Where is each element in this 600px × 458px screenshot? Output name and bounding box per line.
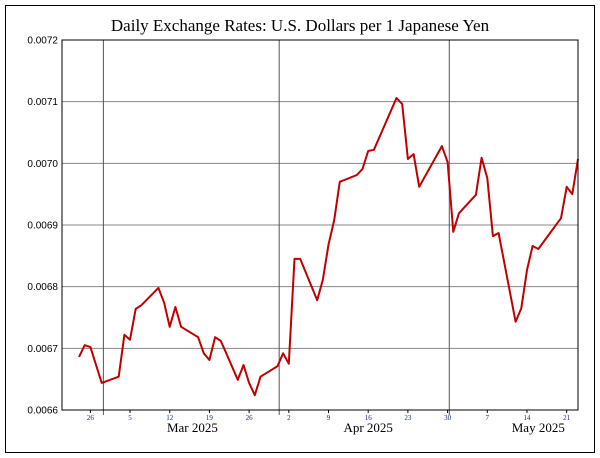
x-day-tick-label: 16 <box>365 414 373 422</box>
x-month-label: Apr 2025 <box>343 420 392 435</box>
x-day-tick-label: 14 <box>523 414 531 422</box>
chart-title: Daily Exchange Rates: U.S. Dollars per 1… <box>111 16 490 35</box>
x-day-tick-label: 7 <box>486 414 490 422</box>
x-day-tick-label: 23 <box>404 414 412 422</box>
x-day-tick-label: 12 <box>166 414 174 422</box>
x-day-tick-label: 21 <box>563 414 571 422</box>
y-tick-label: 0.0067 <box>27 344 58 355</box>
y-tick-label: 0.0071 <box>27 97 58 108</box>
x-day-tick-label: 9 <box>327 414 331 422</box>
y-tick-label: 0.0070 <box>27 159 58 170</box>
y-tick-label: 0.0066 <box>27 406 58 417</box>
x-day-tick-label: 2 <box>287 414 291 422</box>
y-tick-label: 0.0068 <box>27 282 58 293</box>
x-day-tick-label: 26 <box>87 414 95 422</box>
x-day-tick-label: 19 <box>206 414 214 422</box>
x-month-label: Mar 2025 <box>167 420 218 435</box>
outer-border <box>5 5 595 453</box>
x-day-tick-label: 26 <box>246 414 254 422</box>
plot-frame <box>61 39 579 411</box>
x-day-tick-label: 5 <box>128 414 132 422</box>
y-tick-label: 0.0069 <box>27 221 58 232</box>
x-month-label: May 2025 <box>512 420 565 435</box>
x-day-tick-label: 30 <box>444 414 452 422</box>
series-line <box>78 97 579 397</box>
y-tick-label: 0.0072 <box>27 36 58 47</box>
